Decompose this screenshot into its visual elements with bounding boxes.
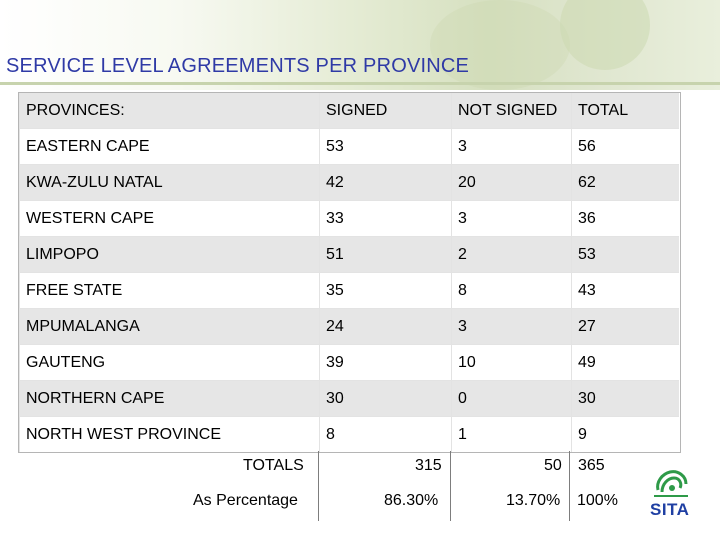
sita-logo-text: SITA [650, 500, 690, 519]
totals-separator [450, 451, 451, 521]
table-cell: WESTERN CAPE [19, 200, 320, 237]
table-cell: 8 [319, 416, 452, 453]
table-cell: 49 [571, 344, 679, 381]
table-row: WESTERN CAPE 33 3 36 [19, 200, 679, 237]
table-cell: NORTHERN CAPE [19, 380, 320, 417]
table-cell: 51 [319, 236, 452, 273]
table-cell: 24 [319, 308, 452, 345]
totals-label: TOTALS [243, 457, 304, 474]
table-cell: KWA-ZULU NATAL [19, 164, 320, 201]
table-cell: 2 [451, 236, 572, 273]
table-cell: 30 [571, 380, 679, 417]
table-cell: 33 [319, 200, 452, 237]
totals-separator [318, 451, 319, 521]
banner-decoration [430, 0, 570, 90]
table-cell: NORTH WEST PROVINCE [19, 416, 320, 453]
header-banner [0, 0, 720, 90]
table-cell: 8 [451, 272, 572, 309]
table-row: FREE STATE 35 8 43 [19, 272, 679, 309]
totals-signed: 315 [415, 457, 442, 474]
table-row: KWA-ZULU NATAL 42 20 62 [19, 164, 679, 201]
table-cell: EASTERN CAPE [19, 128, 320, 165]
percentage-not-signed: 13.70% [506, 492, 561, 509]
table-cell: 42 [319, 164, 452, 201]
table-cell: 39 [319, 344, 452, 381]
totals-total: 365 [578, 457, 605, 474]
table-cell: 35 [319, 272, 452, 309]
column-header: TOTAL [571, 93, 679, 129]
table-cell: 9 [571, 416, 679, 453]
page-title: SERVICE LEVEL AGREEMENTS PER PROVINCE [6, 55, 470, 77]
table-cell: 27 [571, 308, 679, 345]
table-cell: 43 [571, 272, 679, 309]
table-cell: 36 [571, 200, 679, 237]
table-cell: 56 [571, 128, 679, 165]
banner-decoration [560, 0, 650, 70]
table-cell: 3 [451, 128, 572, 165]
totals-not-signed: 50 [544, 457, 562, 474]
table-cell: GAUTENG [19, 344, 320, 381]
percentage-signed: 86.30% [384, 492, 439, 509]
percentage-total: 100% [577, 492, 618, 509]
table-cell: LIMPOPO [19, 236, 320, 273]
table-cell: FREE STATE [19, 272, 320, 309]
table-cell: 62 [571, 164, 679, 201]
column-header: NOT SIGNED [451, 93, 572, 129]
table-row: EASTERN CAPE 53 3 56 [19, 128, 679, 165]
table-row: NORTH WEST PROVINCE 8 1 9 [19, 416, 679, 453]
percentage-label: As Percentage [193, 492, 298, 509]
table-row: MPUMALANGA 24 3 27 [19, 308, 679, 345]
table-cell: 20 [451, 164, 572, 201]
sla-table: PROVINCES: SIGNED NOT SIGNED TOTAL EASTERN C… [19, 93, 679, 453]
table-cell: 3 [451, 308, 572, 345]
banner-underline [0, 82, 720, 85]
column-header: PROVINCES: [19, 93, 320, 129]
table-header-row: PROVINCES: SIGNED NOT SIGNED TOTAL [19, 93, 679, 129]
table-cell: 1 [451, 416, 572, 453]
table-cell: 53 [319, 128, 452, 165]
table-cell: 10 [451, 344, 572, 381]
table-cell: 53 [571, 236, 679, 273]
table-cell: MPUMALANGA [19, 308, 320, 345]
table-cell: 0 [451, 380, 572, 417]
sita-logo-icon [654, 470, 688, 497]
table-row: LIMPOPO 51 2 53 [19, 236, 679, 273]
table-row: NORTHERN CAPE 30 0 30 [19, 380, 679, 417]
column-header: SIGNED [319, 93, 452, 129]
table-cell: 3 [451, 200, 572, 237]
table-row: GAUTENG 39 10 49 [19, 344, 679, 381]
totals-separator [569, 451, 570, 521]
table-cell: 30 [319, 380, 452, 417]
